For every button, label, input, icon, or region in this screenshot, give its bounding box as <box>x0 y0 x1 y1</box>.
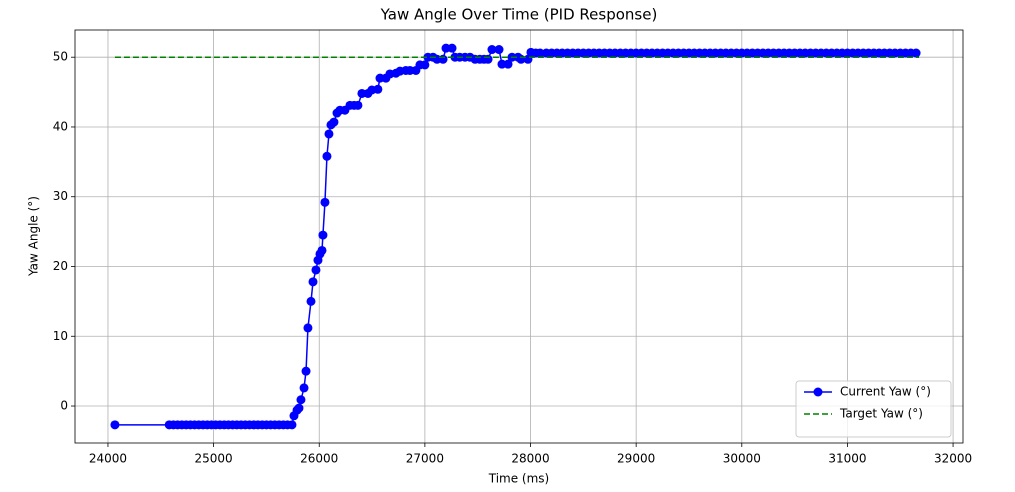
data-point <box>353 100 363 110</box>
data-point <box>447 43 457 53</box>
data-point <box>373 84 383 94</box>
x-tick-label: 32000 <box>934 452 972 466</box>
y-axis-label: Yaw Angle (°) <box>27 196 41 277</box>
y-tick-label: 0 <box>60 399 68 413</box>
series-line <box>114 47 917 426</box>
x-tick-label: 27000 <box>406 452 444 466</box>
plot-frame <box>74 29 964 444</box>
data-point <box>503 59 513 69</box>
data-point <box>487 45 497 55</box>
y-tick-label: 20 <box>53 259 68 273</box>
data-point <box>494 45 504 55</box>
data-point <box>306 296 316 306</box>
data-point <box>438 54 448 64</box>
data-point <box>322 151 332 161</box>
x-tick-label: 28000 <box>511 452 549 466</box>
y-tick-label: 30 <box>53 189 68 203</box>
data-point <box>329 117 339 127</box>
y-tick-label: 10 <box>53 329 68 343</box>
x-axis-label: Time (ms) <box>488 472 550 486</box>
data-point <box>296 395 306 405</box>
data-point <box>301 366 311 376</box>
legend-box <box>795 380 952 438</box>
data-point <box>294 403 304 413</box>
data-point <box>535 48 545 58</box>
x-tick-label: 25000 <box>195 452 233 466</box>
x-tick-label: 26000 <box>300 452 338 466</box>
data-point <box>911 48 921 58</box>
data-point <box>483 54 493 64</box>
data-point <box>303 323 313 333</box>
data-point <box>299 383 309 393</box>
x-tick-label: 30000 <box>723 452 761 466</box>
x-tick-label: 31000 <box>828 452 866 466</box>
data-point <box>318 230 328 240</box>
legend-marker <box>813 387 823 397</box>
y-tick-label: 40 <box>53 119 68 133</box>
data-point <box>324 129 334 139</box>
y-tick-label: 50 <box>53 50 68 64</box>
data-point <box>320 197 330 207</box>
data-point <box>420 60 430 70</box>
data-point <box>317 245 327 255</box>
data-point <box>287 420 297 430</box>
x-tick-label: 29000 <box>617 452 655 466</box>
legend-label: Current Yaw (°) <box>840 385 931 399</box>
legend-label: Target Yaw (°) <box>839 407 923 421</box>
data-point <box>110 420 120 430</box>
chart-title: Yaw Angle Over Time (PID Response) <box>380 6 658 24</box>
data-point <box>311 265 321 275</box>
data-point <box>308 277 318 287</box>
x-tick-label: 24000 <box>89 452 127 466</box>
